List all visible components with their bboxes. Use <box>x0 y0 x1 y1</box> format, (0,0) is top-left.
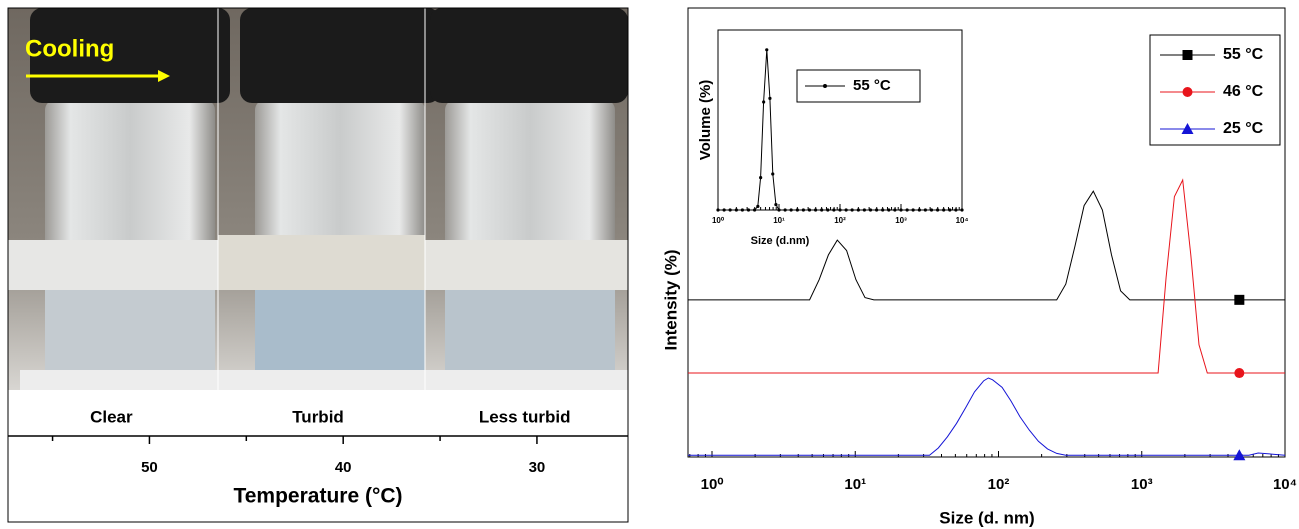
point <box>801 208 805 212</box>
x-tick-label: 10⁴ <box>956 216 969 225</box>
point <box>783 208 787 212</box>
x-tick-label: 10⁰ <box>701 476 724 493</box>
legend-box <box>1149 34 1281 146</box>
point <box>923 208 927 212</box>
point <box>862 208 866 212</box>
series-line <box>688 377 1286 456</box>
point <box>844 208 848 212</box>
point <box>929 208 934 212</box>
marker <box>823 84 827 88</box>
x-tick-label: 10¹ <box>844 476 866 493</box>
legend-label: 55 °C <box>1223 46 1264 63</box>
category-label: Less turbid <box>479 407 571 426</box>
point <box>935 208 940 212</box>
point <box>887 208 891 212</box>
point <box>752 208 757 212</box>
cooling-arrow-head <box>158 70 170 82</box>
point <box>832 208 836 212</box>
point <box>746 208 751 212</box>
x-tick-label: 10⁰ <box>712 216 725 225</box>
point <box>813 208 818 212</box>
point <box>740 208 744 212</box>
vial <box>8 8 230 390</box>
point <box>716 208 720 212</box>
x-tick-label: 10¹ <box>773 216 785 225</box>
point <box>768 96 772 100</box>
point <box>722 208 726 212</box>
x-tick-label: 10² <box>988 476 1010 493</box>
point <box>789 208 793 212</box>
point <box>728 208 732 212</box>
marker <box>1181 123 1194 134</box>
x-tick-label: 10³ <box>895 216 907 225</box>
point <box>795 208 799 212</box>
photo-panel <box>8 8 628 390</box>
point <box>954 208 958 212</box>
category-label: Clear <box>90 407 133 426</box>
series-line <box>688 190 1285 301</box>
legend-label: 46 °C <box>1223 83 1264 100</box>
x-tick-label: 10⁴ <box>1273 476 1297 493</box>
point <box>820 208 824 212</box>
point <box>771 172 775 176</box>
marker <box>1182 87 1193 97</box>
point <box>826 208 830 212</box>
point <box>774 203 778 207</box>
marker <box>1233 449 1246 461</box>
point <box>905 208 909 212</box>
x-tick-label: 30 <box>529 459 546 476</box>
point <box>765 48 769 52</box>
point <box>899 208 903 212</box>
point <box>893 208 897 212</box>
x-tick-label: 40 <box>335 459 352 476</box>
point <box>942 208 946 212</box>
series-line <box>688 178 1285 374</box>
vial <box>218 8 440 390</box>
point <box>777 208 781 212</box>
legend-label: 55 °C <box>853 77 891 94</box>
plot-frame <box>687 7 1286 458</box>
inset-y-axis-title: Volume (%) <box>697 80 714 161</box>
x-axis-title: Size (d. nm) <box>939 508 1034 527</box>
annotation: Cooling <box>25 35 114 62</box>
point <box>881 208 885 212</box>
legend-label: 25 °C <box>1223 120 1264 137</box>
point <box>960 208 964 212</box>
marker <box>1234 294 1245 305</box>
marker <box>1182 50 1193 60</box>
point <box>734 208 738 212</box>
category-label: Turbid <box>292 407 344 426</box>
x-axis-title: Temperature (°C) <box>233 485 402 508</box>
marker <box>1234 368 1245 379</box>
vial <box>425 8 628 390</box>
point <box>856 208 860 212</box>
point <box>917 208 921 212</box>
point <box>759 176 763 180</box>
point <box>838 208 842 212</box>
point <box>807 208 812 212</box>
x-tick-label: 10² <box>834 216 846 225</box>
point <box>762 100 766 104</box>
point <box>868 208 873 212</box>
x-tick-label: 10³ <box>1131 476 1153 493</box>
point <box>874 208 879 212</box>
point <box>911 208 915 212</box>
point <box>850 208 854 212</box>
y-axis-title: Intensity (%) <box>661 249 680 350</box>
inset-x-axis-title: Size (d.nm) <box>751 235 810 247</box>
x-tick-label: 50 <box>141 459 158 476</box>
point <box>948 208 952 212</box>
panel-border <box>7 7 629 523</box>
point <box>756 204 760 208</box>
inset-frame <box>717 29 963 211</box>
